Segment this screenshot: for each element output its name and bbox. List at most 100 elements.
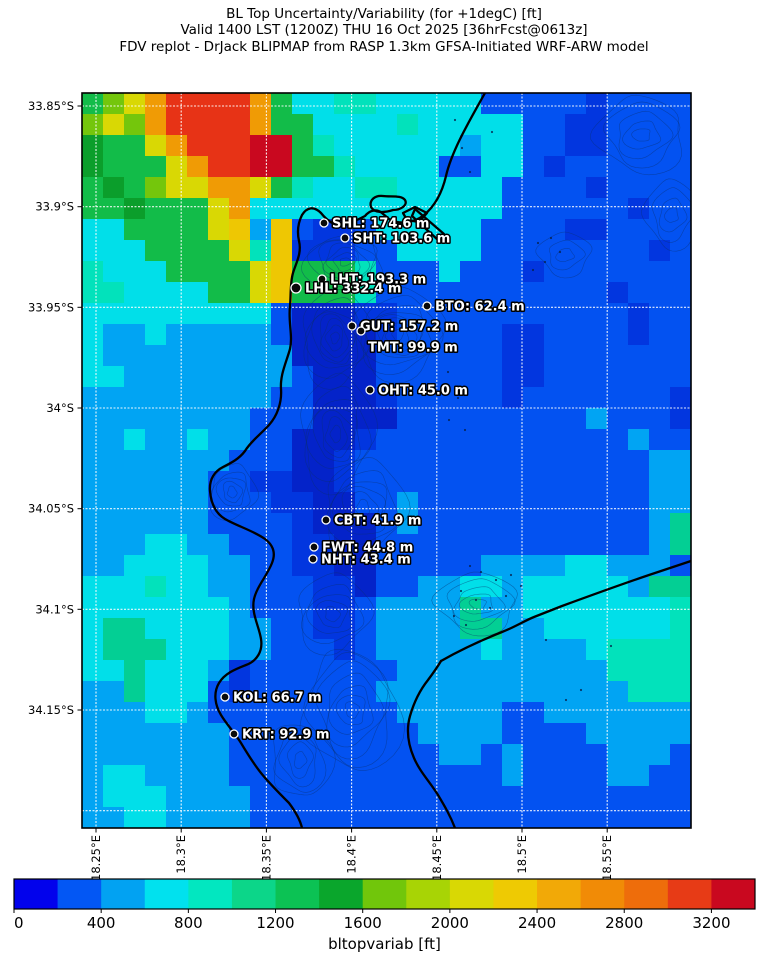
map-cell xyxy=(271,765,293,787)
contour-line xyxy=(375,314,424,356)
map-cell xyxy=(250,240,272,262)
colorbar-tick-label: 2400 xyxy=(518,914,556,932)
map-cell xyxy=(229,282,251,304)
map-cell xyxy=(250,135,272,157)
map-cell xyxy=(565,639,587,661)
map-cell xyxy=(439,513,461,535)
map-cell xyxy=(523,135,545,157)
coastline xyxy=(208,93,487,828)
map-cell xyxy=(313,366,335,388)
map-cell xyxy=(670,429,691,451)
map-cell xyxy=(670,555,691,577)
map-cell xyxy=(313,387,335,409)
map-cell xyxy=(565,555,587,577)
map-cell xyxy=(439,429,461,451)
station-marker-KOL xyxy=(220,692,230,702)
map-cell xyxy=(628,597,650,619)
map-cell xyxy=(292,807,314,828)
map-cell xyxy=(292,156,314,178)
map-cell xyxy=(544,282,566,304)
map-cell xyxy=(292,240,314,262)
map-cell xyxy=(271,93,293,115)
map-cell xyxy=(250,366,272,388)
map-cell xyxy=(208,93,230,115)
map-cell xyxy=(334,555,356,577)
map-cell xyxy=(229,303,251,325)
map-cell xyxy=(250,492,272,514)
map-cell xyxy=(208,387,230,409)
station-label-TMT: TMT: 99.9 m xyxy=(368,341,458,356)
map-cell xyxy=(586,429,608,451)
map-cell xyxy=(397,366,419,388)
map-cell xyxy=(229,807,251,828)
map-cell xyxy=(313,93,335,115)
map-cell xyxy=(565,408,587,430)
contour-line xyxy=(384,322,410,348)
map-cell xyxy=(355,114,377,136)
contour-line xyxy=(618,110,674,160)
map-cell xyxy=(397,492,419,514)
map-cell xyxy=(439,576,461,598)
station-label-NHT: NHT: 43.4 m xyxy=(321,553,411,568)
map-cell xyxy=(439,93,461,115)
map-cell xyxy=(670,345,691,367)
map-cell xyxy=(313,702,335,724)
map-cell xyxy=(166,492,188,514)
map-cell xyxy=(208,576,230,598)
map-cell xyxy=(607,786,629,808)
map-cell xyxy=(145,534,167,556)
map-cell xyxy=(166,387,188,409)
map-cell xyxy=(460,618,482,640)
contour-line xyxy=(273,724,336,796)
map-cell xyxy=(313,198,335,220)
map-cell xyxy=(124,282,146,304)
map-cell xyxy=(292,471,314,493)
map-cell xyxy=(586,723,608,745)
map-cell xyxy=(460,744,482,766)
map-cell xyxy=(460,597,482,619)
map-cell xyxy=(670,765,691,787)
map-cell xyxy=(292,597,314,619)
map-cell xyxy=(481,471,503,493)
map-cell xyxy=(628,219,650,241)
map-cell xyxy=(124,492,146,514)
map-cell xyxy=(334,723,356,745)
map-cell xyxy=(670,618,691,640)
map-cell xyxy=(82,681,104,703)
map-cell xyxy=(544,366,566,388)
map-cell xyxy=(376,240,398,262)
map-cell xyxy=(376,597,398,619)
contour-line xyxy=(329,424,341,444)
map-cell xyxy=(523,219,545,241)
map-cell xyxy=(292,219,314,241)
map-cell xyxy=(607,261,629,283)
contour-line xyxy=(306,594,352,634)
map-cell xyxy=(586,786,608,808)
map-cell xyxy=(523,618,545,640)
map-cell xyxy=(334,303,356,325)
map-cell xyxy=(481,660,503,682)
contour-line xyxy=(226,485,238,499)
map-cell xyxy=(586,513,608,535)
contour-line xyxy=(304,385,372,483)
contour-line xyxy=(350,286,447,384)
contour-line xyxy=(322,242,370,282)
map-cell xyxy=(187,303,209,325)
map-cell xyxy=(166,702,188,724)
map-cell xyxy=(145,765,167,787)
map-cell xyxy=(103,786,125,808)
contour-line xyxy=(273,727,327,793)
map-cell xyxy=(292,660,314,682)
lat-tick-label: 34.1°S xyxy=(35,602,74,616)
map-cell xyxy=(166,345,188,367)
map-cell xyxy=(649,702,671,724)
map-cell xyxy=(334,198,356,220)
map-cell xyxy=(124,807,146,828)
map-cell xyxy=(103,366,125,388)
map-cell xyxy=(229,198,251,220)
map-cell xyxy=(565,324,587,346)
map-cell xyxy=(145,576,167,598)
map-cell xyxy=(439,114,461,136)
map-cell xyxy=(628,156,650,178)
